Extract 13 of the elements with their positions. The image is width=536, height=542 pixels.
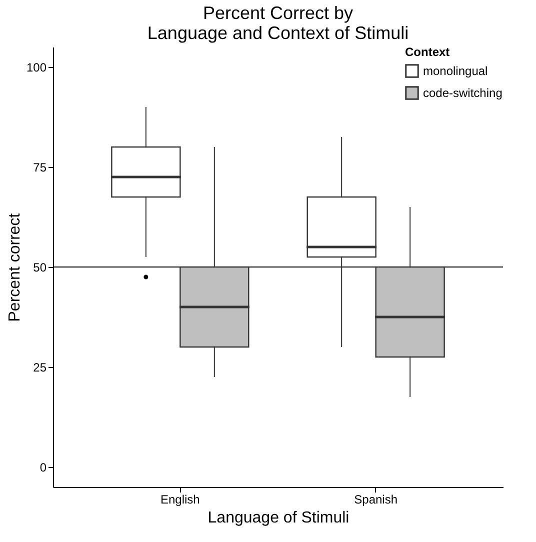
y-tick-label: 50	[33, 260, 47, 274]
chart-title: Percent Correct by Language and Context of Stimuli	[147, 3, 409, 43]
legend-label: code-switching	[423, 86, 502, 100]
y-tick-label: 75	[33, 160, 47, 174]
y-tick-label: 25	[33, 360, 47, 374]
legend-label: monolingual	[423, 64, 488, 78]
x-tick-label: Spanish	[354, 492, 398, 506]
y-axis-title: Percent correct	[6, 212, 24, 322]
legend-title: Context	[405, 45, 450, 59]
y-tick-label: 0	[40, 460, 47, 474]
y-tick-label: 100	[26, 60, 47, 74]
x-tick-label: English	[160, 492, 200, 506]
x-axis-title: Language of Stimuli	[208, 510, 350, 526]
